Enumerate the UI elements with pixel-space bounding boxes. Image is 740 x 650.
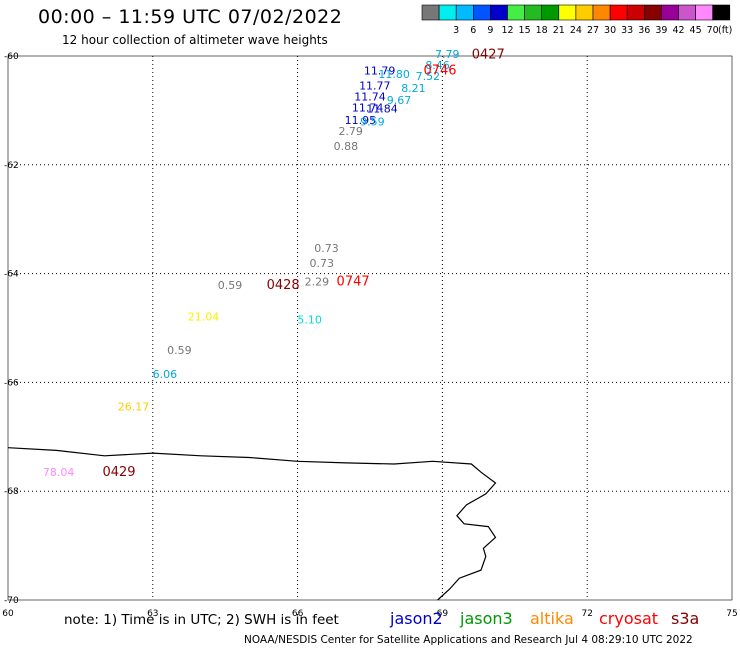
footer-credit: NOAA/NESDIS Center for Satellite Applica… [244,634,693,646]
color-scale-bin [678,4,696,21]
swh-value-label: 11.74 [354,91,386,104]
color-scale-bin [421,4,440,21]
swh-value-label: 0.59 [218,279,243,292]
color-scale-bin [541,4,560,21]
swh-value-label: 11.77 [359,80,391,93]
swh-value-label: 0.59 [167,344,192,357]
pass-time-label: 0428 [267,278,300,293]
color-scale-tick-label: 33 [621,25,633,36]
color-scale-bin [626,4,645,21]
swh-value-label: 9.67 [387,94,412,107]
color-scale-legend: 3 6 9 12 15 18 21 24 27 30 33 36 39 42 45 70 (ft) [421,4,732,36]
color-scale-bin [695,4,714,21]
swh-value-label: 11.74 [352,101,384,114]
swh-value-label: 6.06 [153,368,178,381]
latitude-tick-label: -68 [4,487,19,497]
color-scale-tick-label: 3 [453,25,459,36]
swh-value-label: 26.17 [118,401,150,414]
color-scale-bin [524,4,542,21]
swh-value-label: 2.79 [338,125,363,138]
latitude-tick-label: -60 [4,52,19,62]
swh-value-label: 0.88 [334,140,359,153]
color-scale-tick-label: 24 [570,25,582,36]
color-scale-bin [575,4,594,21]
antarctic-coastline [7,447,497,601]
longitude-tick-label: 75 [726,609,737,619]
color-scale-bin [592,4,611,21]
color-scale-tick-label: 70 [707,25,719,36]
latitude-tick-label: -66 [4,378,19,388]
swh-value-label: 0.73 [309,257,334,270]
color-scale-unit: (ft) [718,25,732,36]
swh-value-label: 21.04 [188,310,220,323]
color-scale-tick-label: 45 [690,25,702,36]
color-scale-tick-label: 6 [470,25,476,36]
swh-value-label: 5.10 [297,314,322,327]
pass-time-label: 0746 [423,63,456,78]
latitude-tick-label: -62 [4,161,19,171]
satellite-label-jason3: jason3 [460,609,513,628]
satellite-label-altika: altika [530,609,574,628]
color-scale-tick-label: 21 [553,25,565,36]
swh-value-label: 7.52 [416,70,441,83]
color-scale-bin [490,4,508,21]
color-scale-tick-label: 9 [487,25,493,36]
color-scale-bin [609,4,628,21]
swh-value-label: 11.84 [366,103,398,116]
latitude-tick-label: -70 [4,596,19,606]
satellite-label-s3a: s3a [671,609,700,628]
satellite-label-jason2: jason2 [390,609,443,628]
map-frame [7,55,733,601]
pass-time-label: 0427 [472,48,505,63]
color-scale-tick-label: 12 [501,25,513,36]
color-scale-bin [455,4,474,21]
color-scale-bin [507,4,525,21]
swh-value-label: 11.95 [345,114,377,127]
longitude-tick-label: 72 [581,609,592,619]
swh-value-label: 11.80 [378,68,410,81]
color-scale-tick-label: 15 [519,25,531,36]
footer-note: note: 1) Time is in UTC; 2) SWH is in fe… [64,612,339,628]
swh-value-label: 11.79 [364,64,396,77]
color-scale-bin [558,4,577,21]
color-scale-tick-label: 30 [604,25,616,36]
pass-time-label: 0747 [337,275,370,290]
map-title: 00:00 – 11:59 UTC 07/02/2022 [38,6,343,28]
color-scale-tick-label: 39 [655,25,667,36]
color-scale-bin [644,4,662,21]
swh-value-label: 9.59 [360,116,385,129]
color-scale-bin [661,4,679,21]
color-scale-bin [472,4,491,21]
satellite-label-cryosat: cryosat [599,609,659,628]
color-scale-tick-label: 36 [638,25,650,36]
pass-time-label: 0429 [102,465,135,480]
swh-value-label: 2.29 [305,276,330,289]
swh-value-label: 0.73 [314,242,339,255]
color-scale-bin [712,4,731,21]
swh-value-label: 8.21 [401,82,426,95]
longitude-tick-label: 60 [2,609,14,619]
swh-value-label: 7.79 [435,48,460,61]
color-scale-bin [438,4,457,21]
latitude-tick-label: -64 [4,270,19,280]
color-scale-tick-label: 27 [587,25,599,36]
color-scale-tick-label: 18 [536,25,548,36]
map-subtitle: 12 hour collection of altimeter wave hei… [62,33,328,47]
color-scale-tick-label: 42 [672,25,684,36]
swh-value-label: 78.04 [43,466,75,479]
swh-value-label: 8.46 [425,59,450,72]
